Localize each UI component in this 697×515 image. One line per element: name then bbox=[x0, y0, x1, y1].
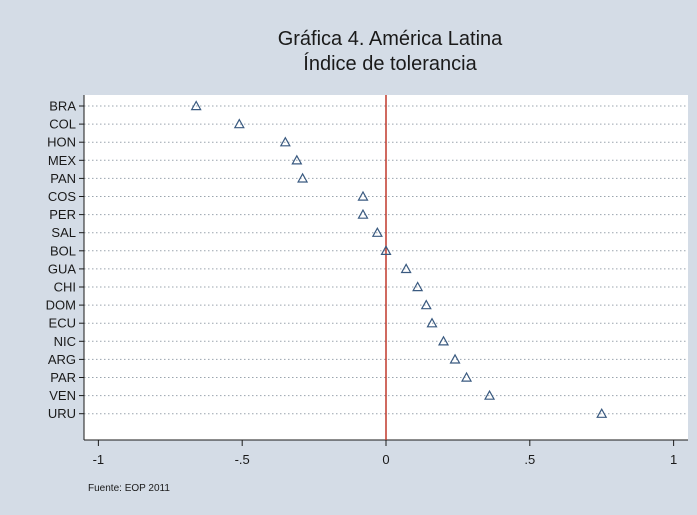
category-label: ECU bbox=[49, 316, 76, 331]
data-point bbox=[297, 172, 309, 183]
category-label: HON bbox=[47, 135, 76, 150]
data-point bbox=[380, 245, 392, 255]
x-tick-label: .5 bbox=[524, 452, 535, 467]
category-label: GUA bbox=[48, 261, 77, 276]
data-points bbox=[190, 100, 608, 418]
data-point bbox=[291, 154, 303, 165]
category-label: URU bbox=[48, 406, 76, 421]
chart-title: Gráfica 4. América Latina bbox=[278, 28, 503, 50]
chart-subtitle: Índice de tolerancia bbox=[303, 52, 477, 75]
category-label: PER bbox=[49, 207, 76, 222]
data-point bbox=[400, 263, 412, 274]
category-label: CHI bbox=[54, 280, 76, 295]
category-label: COS bbox=[48, 189, 77, 204]
data-point bbox=[371, 226, 383, 237]
category-label: PAR bbox=[50, 370, 76, 385]
data-point bbox=[357, 208, 369, 219]
category-label: DOM bbox=[46, 298, 76, 313]
data-point bbox=[449, 353, 461, 364]
data-point bbox=[279, 136, 291, 147]
category-labels: BRA COL HON MEX PAN COS PER SAL BOL GUA CHI DOM ECU N… bbox=[46, 99, 77, 422]
x-tick-label: -.5 bbox=[235, 452, 250, 467]
data-point bbox=[420, 299, 432, 310]
data-point bbox=[461, 371, 473, 382]
category-label: SAL bbox=[51, 225, 76, 240]
data-point bbox=[412, 281, 424, 292]
category-label: ARG bbox=[48, 352, 76, 367]
x-tick-label: -1 bbox=[93, 452, 105, 467]
x-ticks: -1 -.5 0 .5 1 bbox=[93, 440, 677, 467]
data-point bbox=[484, 389, 496, 400]
source-note: Fuente: EOP 2011 bbox=[88, 483, 170, 494]
category-label: BOL bbox=[50, 243, 76, 258]
data-point bbox=[438, 335, 450, 346]
data-point bbox=[357, 190, 369, 201]
grid-lines bbox=[84, 105, 688, 415]
data-point bbox=[426, 317, 438, 328]
category-label: BRA bbox=[49, 99, 76, 114]
category-label: VEN bbox=[49, 388, 76, 403]
category-label: MEX bbox=[48, 153, 77, 168]
category-label: COL bbox=[49, 117, 76, 132]
x-tick-label: 0 bbox=[382, 452, 389, 467]
x-tick-label: 1 bbox=[670, 452, 677, 467]
category-label: PAN bbox=[50, 171, 76, 186]
category-label: NIC bbox=[54, 334, 76, 349]
data-point bbox=[233, 118, 245, 129]
data-point bbox=[596, 407, 608, 418]
data-point bbox=[190, 100, 202, 111]
